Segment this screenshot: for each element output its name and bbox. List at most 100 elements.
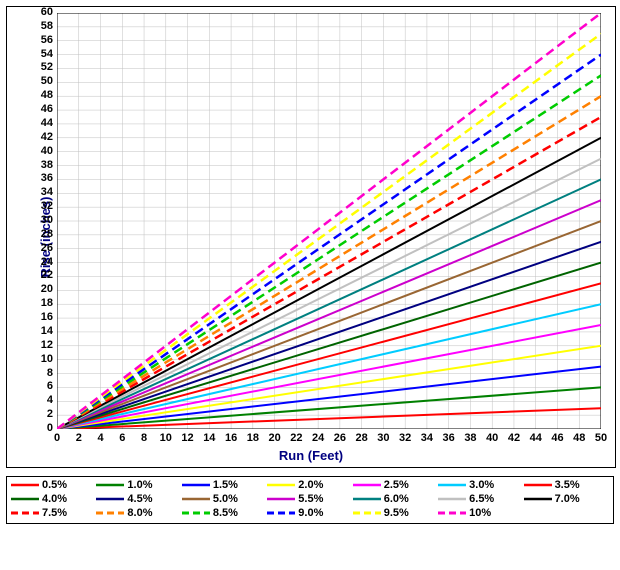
y-tick: 2	[47, 408, 53, 420]
legend-item: 2.5%	[353, 479, 438, 491]
legend-label: 3.5%	[555, 479, 580, 491]
chart-svg	[57, 13, 601, 429]
legend-swatch	[182, 507, 210, 519]
x-tick: 40	[484, 432, 500, 444]
y-tick: 40	[41, 145, 53, 157]
legend-swatch	[96, 479, 124, 491]
x-tick: 22	[288, 432, 304, 444]
x-tick: 38	[462, 432, 478, 444]
legend-item: 2.0%	[267, 479, 352, 491]
y-tick: 38	[41, 159, 53, 171]
legend-swatch	[353, 493, 381, 505]
y-tick: 14	[41, 325, 53, 337]
legend-swatch	[11, 479, 39, 491]
legend-label: 3.0%	[469, 479, 494, 491]
x-tick: 6	[114, 432, 130, 444]
y-tick: 20	[41, 283, 53, 295]
legend-label: 6.0%	[384, 493, 409, 505]
y-tick: 36	[41, 172, 53, 184]
legend-label: 1.5%	[213, 479, 238, 491]
series-line	[57, 200, 601, 429]
legend-item: 9.5%	[353, 507, 438, 519]
x-tick: 28	[354, 432, 370, 444]
series-line	[57, 55, 601, 429]
x-tick: 24	[310, 432, 326, 444]
legend-label: 7.5%	[42, 507, 67, 519]
series-line	[57, 325, 601, 429]
legend-item: 8.0%	[96, 507, 181, 519]
x-tick: 18	[245, 432, 261, 444]
legend-label: 6.5%	[469, 493, 494, 505]
x-tick: 48	[571, 432, 587, 444]
y-tick: 28	[41, 228, 53, 240]
x-tick: 42	[506, 432, 522, 444]
y-tick: 54	[41, 48, 53, 60]
x-tick: 32	[397, 432, 413, 444]
x-tick: 14	[201, 432, 217, 444]
legend-item: 5.0%	[182, 493, 267, 505]
x-tick: 0	[49, 432, 65, 444]
legend-swatch	[353, 479, 381, 491]
legend-label: 4.0%	[42, 493, 67, 505]
y-tick: 32	[41, 200, 53, 212]
y-tick: 56	[41, 34, 53, 46]
chart-container: Rise (inches) 02468101214161820222426283…	[6, 6, 616, 468]
y-tick: 6	[47, 380, 53, 392]
legend-label: 5.5%	[298, 493, 323, 505]
x-tick: 4	[93, 432, 109, 444]
x-tick: 8	[136, 432, 152, 444]
x-tick: 16	[223, 432, 239, 444]
series-line	[57, 117, 601, 429]
x-tick: 10	[158, 432, 174, 444]
y-tick: 30	[41, 214, 53, 226]
x-tick: 34	[419, 432, 435, 444]
x-tick: 20	[267, 432, 283, 444]
legend-label: 8.0%	[127, 507, 152, 519]
legend-item: 10%	[438, 507, 523, 519]
plot-area	[57, 13, 601, 429]
legend-label: 2.5%	[384, 479, 409, 491]
legend-swatch	[96, 493, 124, 505]
legend-swatch	[524, 479, 552, 491]
legend-label: 9.5%	[384, 507, 409, 519]
x-tick: 46	[549, 432, 565, 444]
legend-item: 1.5%	[182, 479, 267, 491]
x-tick: 44	[528, 432, 544, 444]
x-tick: 36	[441, 432, 457, 444]
legend-item: 7.0%	[524, 493, 609, 505]
series-line	[57, 242, 601, 429]
legend-swatch	[267, 479, 295, 491]
legend-item: 9.0%	[267, 507, 352, 519]
legend-label: 10%	[469, 507, 491, 519]
legend-item: 3.0%	[438, 479, 523, 491]
x-axis-label: Run (Feet)	[279, 448, 343, 463]
legend-label: 4.5%	[127, 493, 152, 505]
y-tick: 60	[41, 6, 53, 18]
legend-swatch	[438, 479, 466, 491]
legend-item: 6.5%	[438, 493, 523, 505]
legend-item: 3.5%	[524, 479, 609, 491]
legend-swatch	[182, 493, 210, 505]
y-tick: 26	[41, 242, 53, 254]
y-tick: 46	[41, 103, 53, 115]
y-tick: 50	[41, 75, 53, 87]
y-tick: 42	[41, 131, 53, 143]
y-tick: 16	[41, 311, 53, 323]
legend-item: 6.0%	[353, 493, 438, 505]
y-tick: 4	[47, 394, 53, 406]
y-tick: 58	[41, 20, 53, 32]
legend-item: 1.0%	[96, 479, 181, 491]
legend-swatch	[438, 507, 466, 519]
series-line	[57, 34, 601, 429]
legend-swatch	[96, 507, 124, 519]
legend-swatch	[438, 493, 466, 505]
legend-label: 7.0%	[555, 493, 580, 505]
series-line	[57, 159, 601, 429]
legend-item: 4.5%	[96, 493, 181, 505]
x-tick: 2	[71, 432, 87, 444]
legend-label: 8.5%	[213, 507, 238, 519]
y-tick: 8	[47, 367, 53, 379]
y-tick: 18	[41, 297, 53, 309]
legend-label: 5.0%	[213, 493, 238, 505]
legend-swatch	[11, 493, 39, 505]
